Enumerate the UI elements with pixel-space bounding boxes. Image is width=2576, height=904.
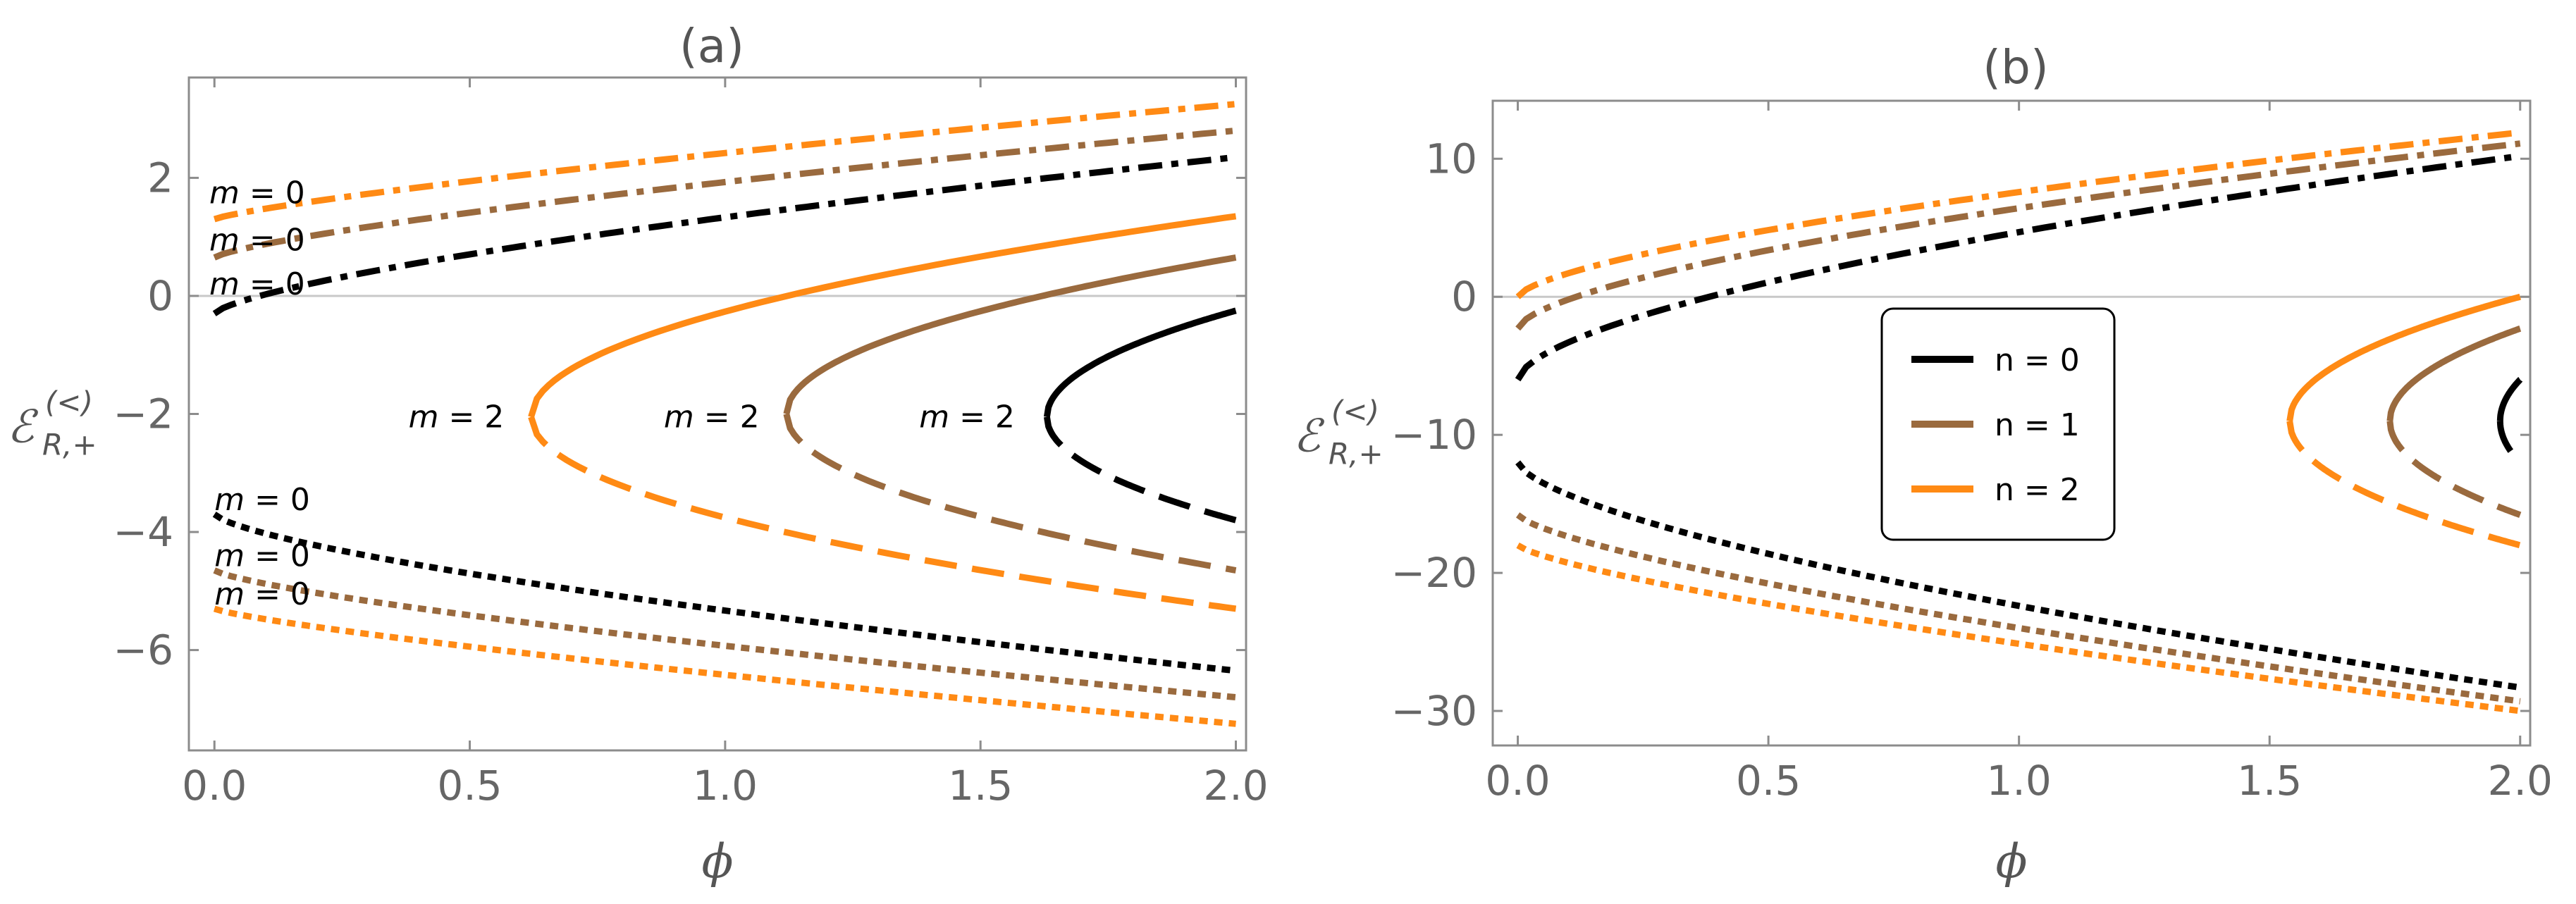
y-axis-label-main: ℰ bbox=[1293, 411, 1325, 463]
panel-a: 0.0 0.5 1.0 1.5 2.0−6−4−202(a)ϕℰ (<)R,+m = 0m… bbox=[7, 19, 1269, 888]
series-line bbox=[2286, 420, 2521, 549]
legend-label: n = 0 bbox=[1995, 342, 2080, 378]
series-line bbox=[1516, 542, 2521, 714]
curve-annotation: m = 0 bbox=[209, 266, 305, 302]
x-tick-label: 0.5 bbox=[437, 762, 502, 810]
legend-label: n = 1 bbox=[1995, 407, 2080, 443]
series-line bbox=[2286, 293, 2522, 422]
y-tick-label: −2 bbox=[113, 390, 174, 438]
x-tick-label: 1.0 bbox=[1987, 757, 2052, 805]
y-tick-label: −4 bbox=[113, 508, 174, 556]
y-tick-label: 0 bbox=[147, 272, 173, 320]
series-line bbox=[2496, 421, 2523, 466]
x-tick-label: 0.0 bbox=[182, 762, 247, 810]
curve-annotation: m = 0 bbox=[214, 538, 310, 574]
curve-annotation: m = 2 bbox=[664, 400, 760, 435]
y-axis-label-sub: R,+ bbox=[1329, 437, 1383, 471]
legend-label: n = 2 bbox=[1995, 472, 2080, 508]
x-tick-label: 2.0 bbox=[1203, 762, 1268, 810]
y-axis-label-sub: R,+ bbox=[42, 428, 97, 462]
series-line bbox=[213, 605, 1236, 727]
series-line bbox=[1043, 416, 1237, 524]
curve-annotation: m = 0 bbox=[209, 222, 305, 258]
series-line bbox=[2386, 421, 2522, 519]
curve-annotation: m = 0 bbox=[209, 175, 305, 211]
series-line bbox=[212, 512, 1236, 674]
series-line bbox=[1515, 152, 2521, 382]
y-tick-label: 10 bbox=[1425, 135, 1477, 182]
y-tick-label: −6 bbox=[113, 626, 174, 674]
x-tick-label: 1.5 bbox=[2237, 757, 2302, 805]
x-tick-label: 1.5 bbox=[948, 762, 1013, 810]
y-axis-label-super: (<) bbox=[45, 385, 93, 420]
series-line bbox=[213, 101, 1236, 223]
legend: n = 0 n = 1 n = 2 bbox=[1880, 307, 2116, 541]
series-line bbox=[213, 127, 1236, 261]
x-axis-label: ϕ bbox=[1996, 834, 2028, 888]
series-line bbox=[1515, 129, 2521, 299]
curve-annotation: m = 0 bbox=[214, 576, 310, 612]
series-line bbox=[1515, 460, 2521, 691]
series-group bbox=[212, 101, 1237, 727]
y-axis-label-main: ℰ bbox=[7, 402, 39, 454]
series-line bbox=[528, 416, 1237, 612]
x-tick-label: 0.0 bbox=[1485, 757, 1550, 805]
curve-annotation: m = 2 bbox=[919, 400, 1015, 435]
x-tick-label: 2.0 bbox=[2488, 757, 2553, 805]
y-tick-label: −10 bbox=[1391, 411, 1477, 459]
x-axis-label: ϕ bbox=[702, 834, 734, 888]
y-tick-label: 0 bbox=[1451, 273, 1477, 321]
series-line bbox=[1515, 140, 2521, 331]
series-group bbox=[1515, 129, 2523, 714]
y-axis-label: ℰ (<) R,+ bbox=[7, 385, 97, 462]
y-axis-label: ℰ (<) R,+ bbox=[1293, 395, 1383, 471]
series-line bbox=[2386, 326, 2522, 422]
panel-b: 0.0 0.5 1.0 1.5 2.0 −30 −20 −10 0 10 (b) ϕ ℰ (<) R,+ n … bbox=[1293, 40, 2553, 888]
series-line bbox=[2496, 377, 2523, 421]
legend-box bbox=[1880, 307, 2116, 541]
y-tick-label: −20 bbox=[1391, 549, 1477, 597]
series-line bbox=[783, 254, 1237, 415]
chart-title: (b) bbox=[1983, 40, 2048, 94]
y-tick-label: 2 bbox=[147, 154, 173, 202]
chart-title: (a) bbox=[679, 19, 744, 73]
x-tick-label: 1.0 bbox=[693, 762, 758, 810]
series-line bbox=[783, 413, 1237, 574]
y-axis-label-super: (<) bbox=[1331, 395, 1379, 429]
plot-frame bbox=[1491, 99, 2532, 747]
y-tick-label: −30 bbox=[1391, 687, 1477, 735]
series-line bbox=[528, 213, 1237, 419]
series-line bbox=[1043, 307, 1237, 418]
x-tick-label: 0.5 bbox=[1736, 757, 1801, 805]
curve-annotation: m = 2 bbox=[409, 400, 505, 435]
curve-annotation: m = 0 bbox=[214, 482, 310, 518]
series-line bbox=[213, 567, 1236, 701]
